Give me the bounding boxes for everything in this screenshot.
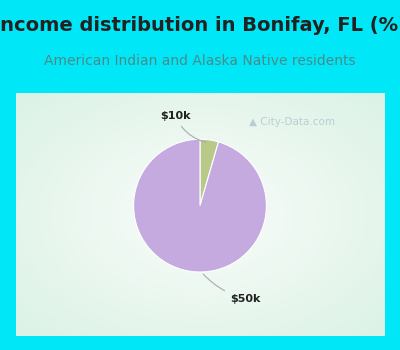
Text: American Indian and Alaska Native residents: American Indian and Alaska Native reside… — [44, 55, 356, 69]
Text: $50k: $50k — [203, 274, 260, 304]
Text: ▲ City-Data.com: ▲ City-Data.com — [249, 117, 335, 127]
Wedge shape — [134, 139, 266, 272]
Wedge shape — [200, 139, 218, 206]
Text: Income distribution in Bonifay, FL (%): Income distribution in Bonifay, FL (%) — [0, 16, 400, 35]
Text: $10k: $10k — [160, 111, 206, 142]
